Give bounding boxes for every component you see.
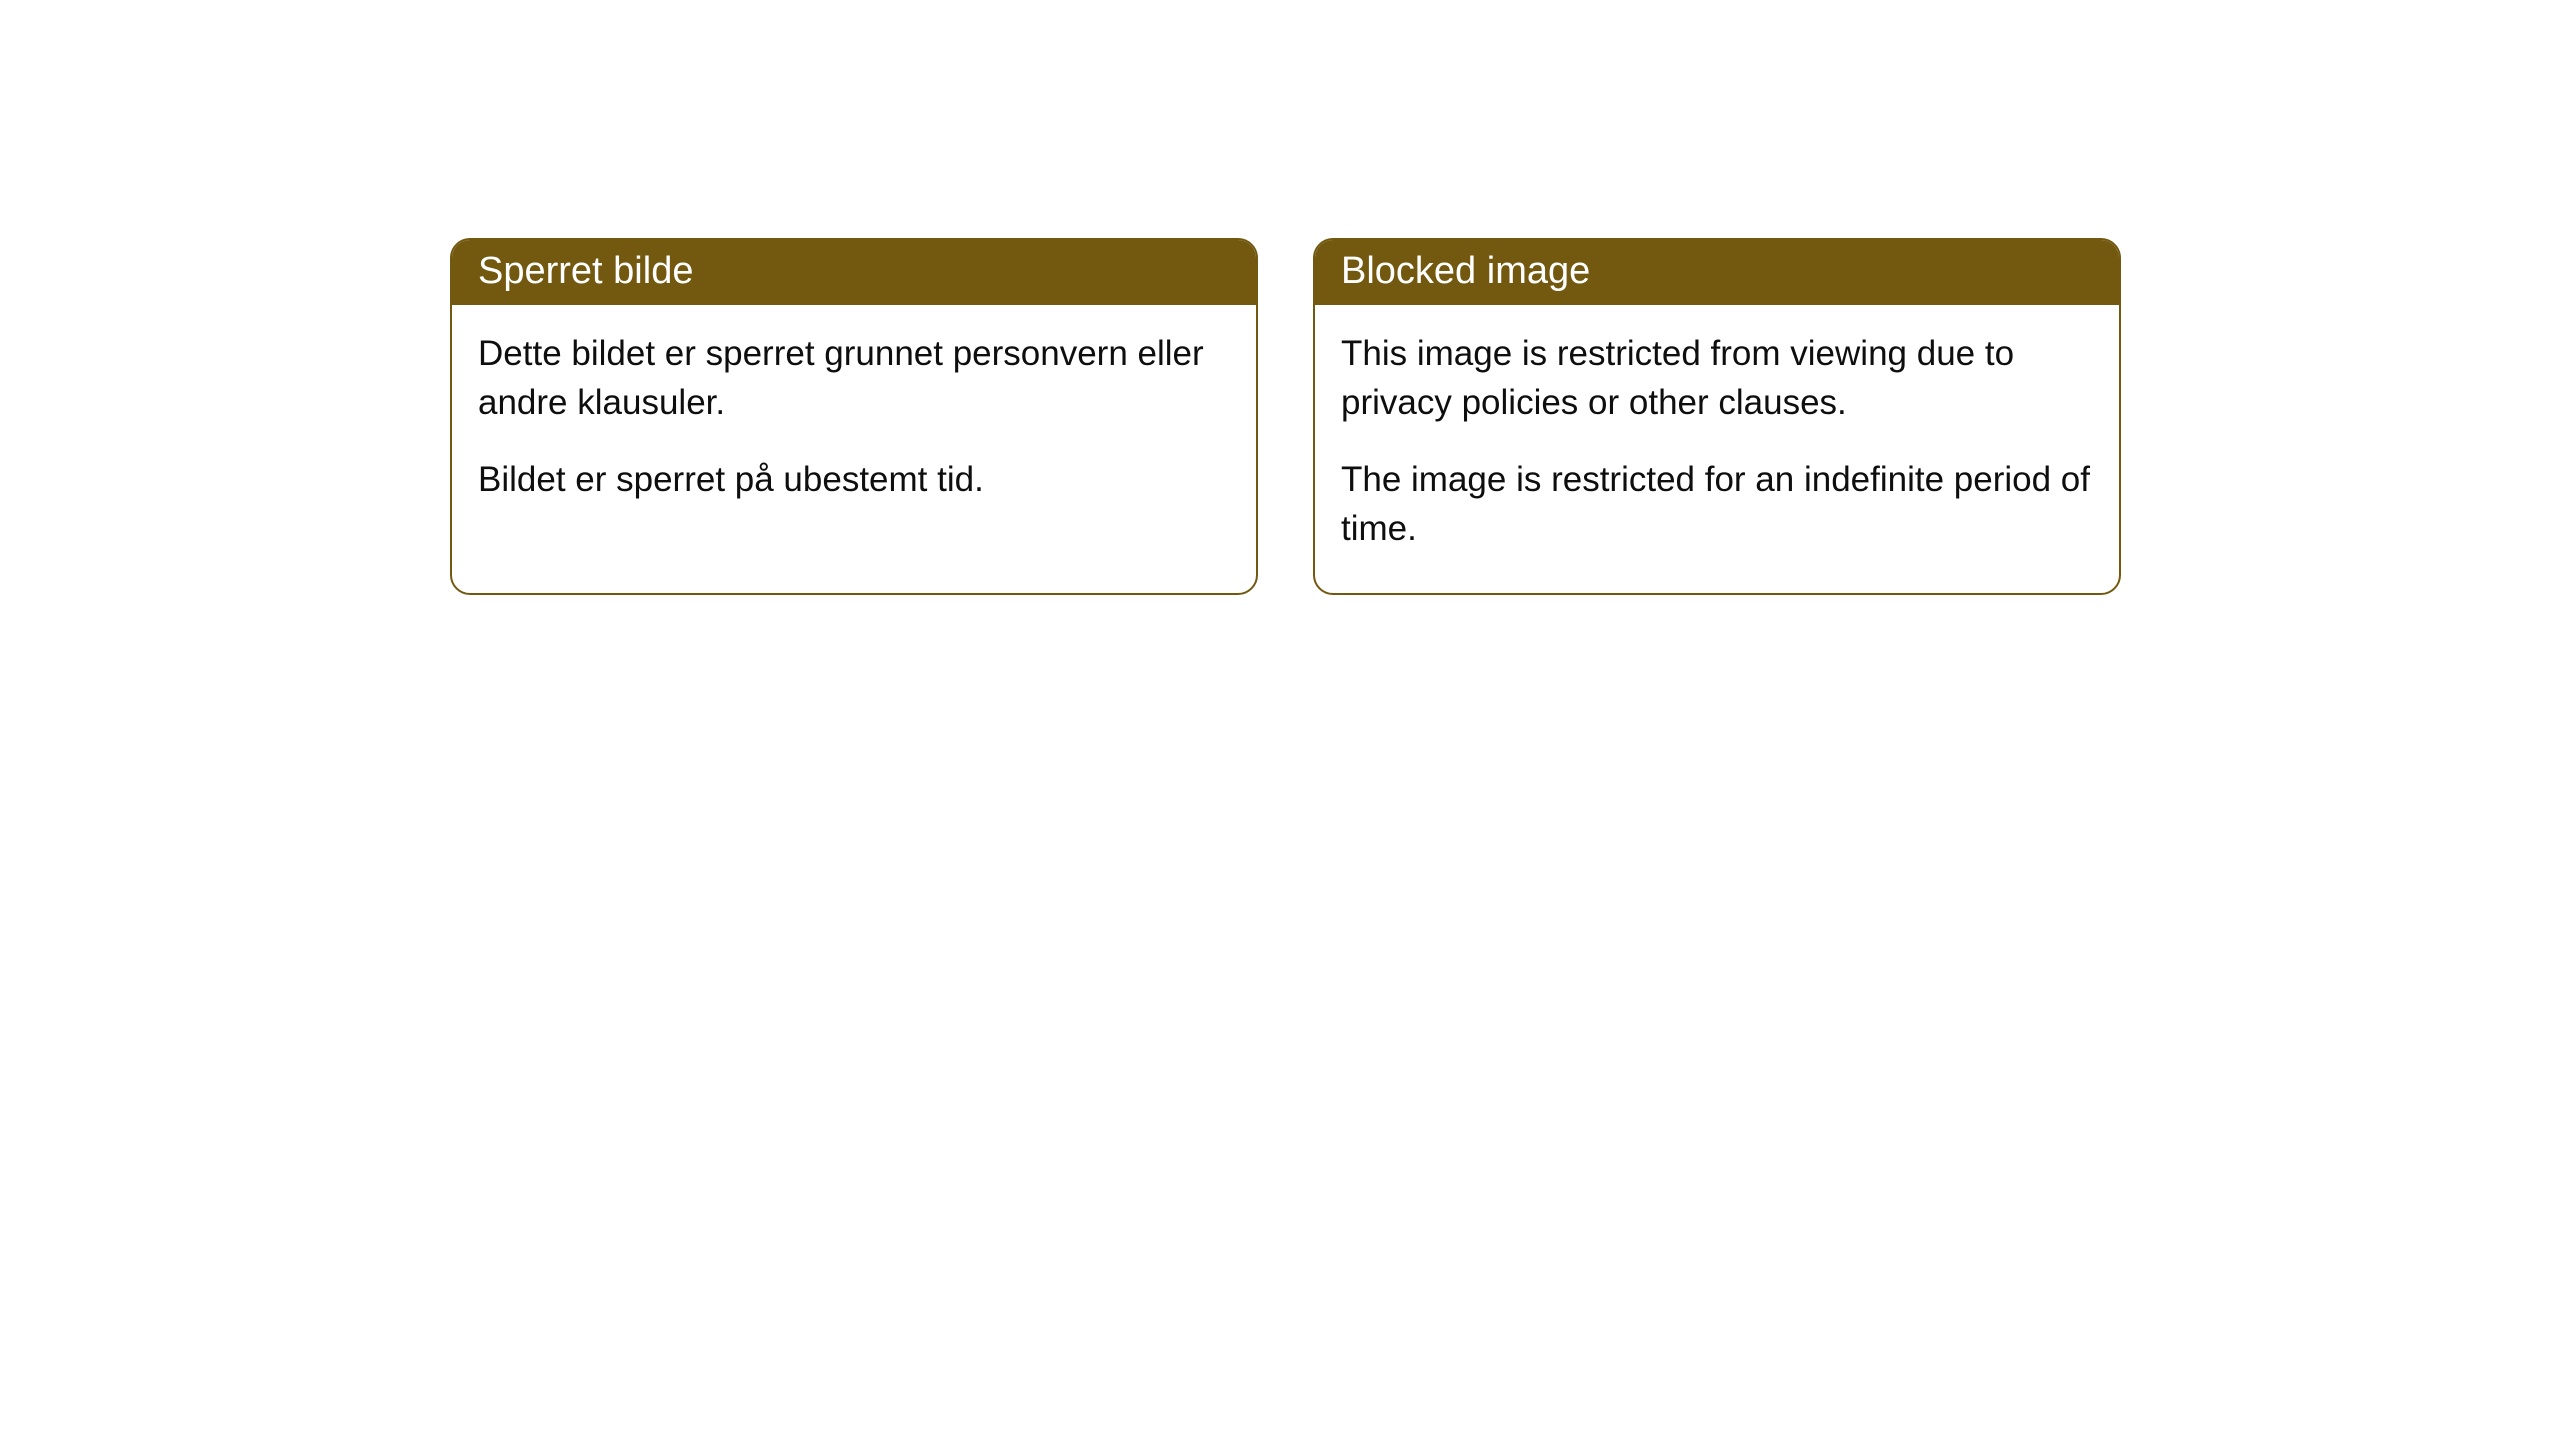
card-title: Blocked image	[1341, 250, 1590, 292]
notice-card-english: Blocked image This image is restricted f…	[1313, 238, 2121, 595]
card-title: Sperret bilde	[478, 250, 693, 292]
card-header: Sperret bilde	[452, 240, 1256, 305]
card-body: This image is restricted from viewing du…	[1315, 305, 2119, 593]
card-paragraph: This image is restricted from viewing du…	[1341, 329, 2093, 427]
notice-cards-container: Sperret bilde Dette bildet er sperret gr…	[450, 238, 2121, 595]
card-paragraph: Dette bildet er sperret grunnet personve…	[478, 329, 1230, 427]
notice-card-norwegian: Sperret bilde Dette bildet er sperret gr…	[450, 238, 1258, 595]
card-paragraph: The image is restricted for an indefinit…	[1341, 455, 2093, 553]
card-header: Blocked image	[1315, 240, 2119, 305]
card-body: Dette bildet er sperret grunnet personve…	[452, 305, 1256, 544]
card-paragraph: Bildet er sperret på ubestemt tid.	[478, 455, 1230, 504]
